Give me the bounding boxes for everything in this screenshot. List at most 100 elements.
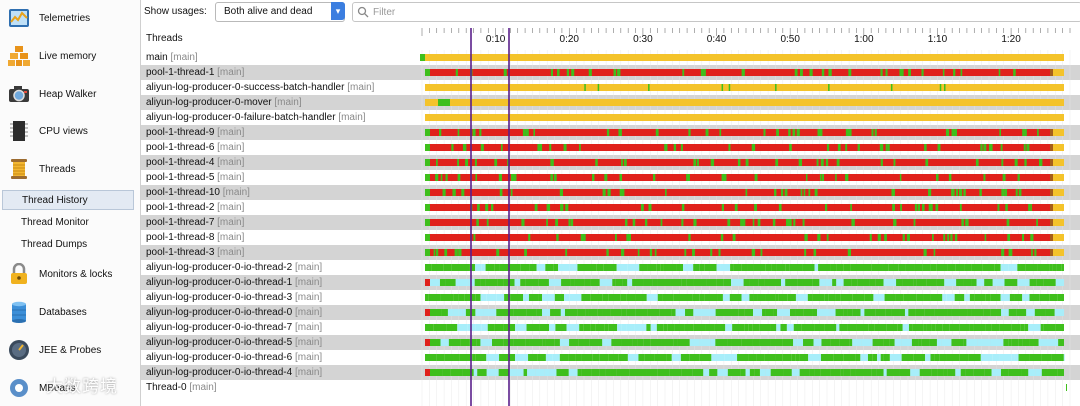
thread-state-segment xyxy=(533,129,536,136)
thread-state-segment xyxy=(457,174,461,181)
thread-state-segment xyxy=(570,219,574,226)
thread-state-segment xyxy=(843,264,851,271)
thread-state-segment xyxy=(724,354,738,361)
thread-row[interactable]: pool-1-thread-7 [main] xyxy=(141,215,418,230)
sidebar-item-databases[interactable]: Databases xyxy=(0,294,140,330)
thread-state-segment xyxy=(703,369,710,376)
thread-row[interactable]: Thread-0 [main] xyxy=(141,380,418,395)
thread-state-segment xyxy=(1000,294,1010,301)
thread-row[interactable]: pool-1-thread-1 [main] xyxy=(141,65,418,80)
thread-state-segment xyxy=(983,174,986,181)
usage-select[interactable]: Both alive and dead ▾ xyxy=(215,2,345,22)
thread-state-segment xyxy=(535,369,545,376)
thread-state-segment xyxy=(745,159,749,166)
thread-row[interactable]: aliyun-log-producer-0-io-thread-0 [main] xyxy=(141,305,418,320)
thread-row[interactable]: aliyun-log-producer-0-io-thread-2 [main] xyxy=(141,260,418,275)
thread-row[interactable]: pool-1-thread-3 [main] xyxy=(141,245,418,260)
sidebar-item-mbeans[interactable]: MBeans xyxy=(0,370,140,406)
thread-state-segment xyxy=(509,369,517,376)
thread-state-segment xyxy=(606,249,609,256)
thread-state-segment xyxy=(770,324,777,331)
thread-row[interactable]: aliyun-log-producer-0-mover [main] xyxy=(141,95,418,110)
sidebar-item-label: Monitors & locks xyxy=(39,268,113,280)
thread-state-segment xyxy=(908,324,913,331)
thread-row[interactable]: aliyun-log-producer-0-io-thread-5 [main] xyxy=(141,335,418,350)
thread-row[interactable]: aliyun-log-producer-0-io-thread-7 [main] xyxy=(141,320,418,335)
thread-state-segment xyxy=(968,354,981,361)
thread-state-segment xyxy=(683,264,694,271)
thread-state-segment xyxy=(756,354,765,361)
thread-row[interactable]: pool-1-thread-2 [main] xyxy=(141,200,418,215)
thread-state-segment xyxy=(984,279,993,286)
sidebar-item-jee-probes[interactable]: JEE & Probes xyxy=(0,332,140,368)
thread-row[interactable]: aliyun-log-producer-0-io-thread-1 [main] xyxy=(141,275,418,290)
thread-row[interactable]: pool-1-thread-10 [main] xyxy=(141,185,418,200)
sidebar-subitem-thread-monitor[interactable]: Thread Monitor xyxy=(2,213,132,231)
thread-state-segment xyxy=(800,69,803,76)
thread-row[interactable]: aliyun-log-producer-0-io-thread-6 [main] xyxy=(141,350,418,365)
sidebar-subitem-thread-dumps[interactable]: Thread Dumps xyxy=(2,235,132,253)
thread-state-segment xyxy=(433,249,436,256)
thread-row[interactable]: aliyun-log-producer-0-failure-batch-hand… xyxy=(141,110,418,125)
thread-state-segment xyxy=(444,249,448,256)
thread-row[interactable]: aliyun-log-producer-0-io-thread-4 [main] xyxy=(141,365,418,380)
thread-state-segment xyxy=(1018,189,1022,196)
thread-state-segment xyxy=(902,324,909,331)
thread-state-segment xyxy=(942,69,945,76)
thread-state-segment xyxy=(608,354,619,361)
sidebar-item-heap-walker[interactable]: Heap Walker xyxy=(0,76,140,112)
chevron-down-icon[interactable]: ▾ xyxy=(331,2,345,20)
sidebar-subitem-thread-history[interactable]: Thread History xyxy=(2,190,134,210)
thread-state-segment xyxy=(843,279,852,286)
thread-state-segment xyxy=(680,144,683,151)
sidebar-item-telemetries[interactable]: Telemetries xyxy=(0,0,140,36)
thread-state-segment xyxy=(657,369,670,376)
thread-state-segment xyxy=(1055,279,1064,286)
thread-state-segment xyxy=(599,369,606,376)
thread-row[interactable]: aliyun-log-producer-0-io-thread-3 [main] xyxy=(141,290,418,305)
thread-state-segment xyxy=(1062,309,1064,316)
thread-state-segment xyxy=(947,264,956,271)
thread-state-segment xyxy=(775,159,778,166)
thread-state-segment xyxy=(538,294,543,301)
thread-row[interactable]: aliyun-log-producer-0-success-batch-hand… xyxy=(141,80,418,95)
thread-row[interactable]: main [main] xyxy=(141,50,418,65)
thread-row[interactable]: pool-1-thread-5 [main] xyxy=(141,170,418,185)
thread-state-segment xyxy=(1063,354,1065,361)
filter-field[interactable] xyxy=(352,2,1080,22)
thread-state-segment xyxy=(915,309,925,316)
thread-state-segment xyxy=(893,219,897,226)
cpu-icon xyxy=(10,121,28,141)
thread-group: [main] xyxy=(214,142,245,153)
thread-row[interactable]: pool-1-thread-4 [main] xyxy=(141,155,418,170)
sidebar-item-live-memory[interactable]: Live memory xyxy=(0,38,140,74)
sidebar-item-cpu-views[interactable]: CPU views xyxy=(0,113,140,149)
thread-state-segment xyxy=(721,204,724,211)
thread-state-segment xyxy=(939,84,942,91)
filter-input[interactable] xyxy=(371,5,975,20)
thread-state-segment xyxy=(899,369,911,376)
thread-state-segment xyxy=(1050,219,1053,226)
thread-state-segment xyxy=(654,354,667,361)
thread-state-segment xyxy=(817,129,820,136)
thread-row[interactable]: pool-1-thread-9 [main] xyxy=(141,125,418,140)
thread-state-segment xyxy=(850,369,856,376)
thread-row[interactable]: pool-1-thread-8 [main] xyxy=(141,230,418,245)
thread-timeline[interactable]: 0:10 0:20 0:30 0:40 0:50 1:00 1:10 1:20 xyxy=(418,24,1080,406)
thread-state-segment xyxy=(648,84,650,91)
thread-state-segment xyxy=(814,189,818,196)
thread-group: [main] xyxy=(344,82,375,93)
thread-state-segment xyxy=(983,144,987,151)
thread-state-segment xyxy=(926,324,932,331)
thread-state-segment xyxy=(688,234,691,241)
thread-state-segment xyxy=(1044,369,1058,376)
thread-state-segment xyxy=(953,69,956,76)
thread-state-segment xyxy=(425,114,1064,121)
thread-state-segment xyxy=(954,294,965,301)
sidebar-item-monitors-locks[interactable]: Monitors & locks xyxy=(0,256,140,292)
thread-state-segment xyxy=(686,279,694,286)
sidebar-item-threads[interactable]: Threads xyxy=(0,151,140,187)
thread-row[interactable]: pool-1-thread-6 [main] xyxy=(141,140,418,155)
thread-state-segment xyxy=(627,279,633,286)
thread-state-segment xyxy=(840,369,844,376)
